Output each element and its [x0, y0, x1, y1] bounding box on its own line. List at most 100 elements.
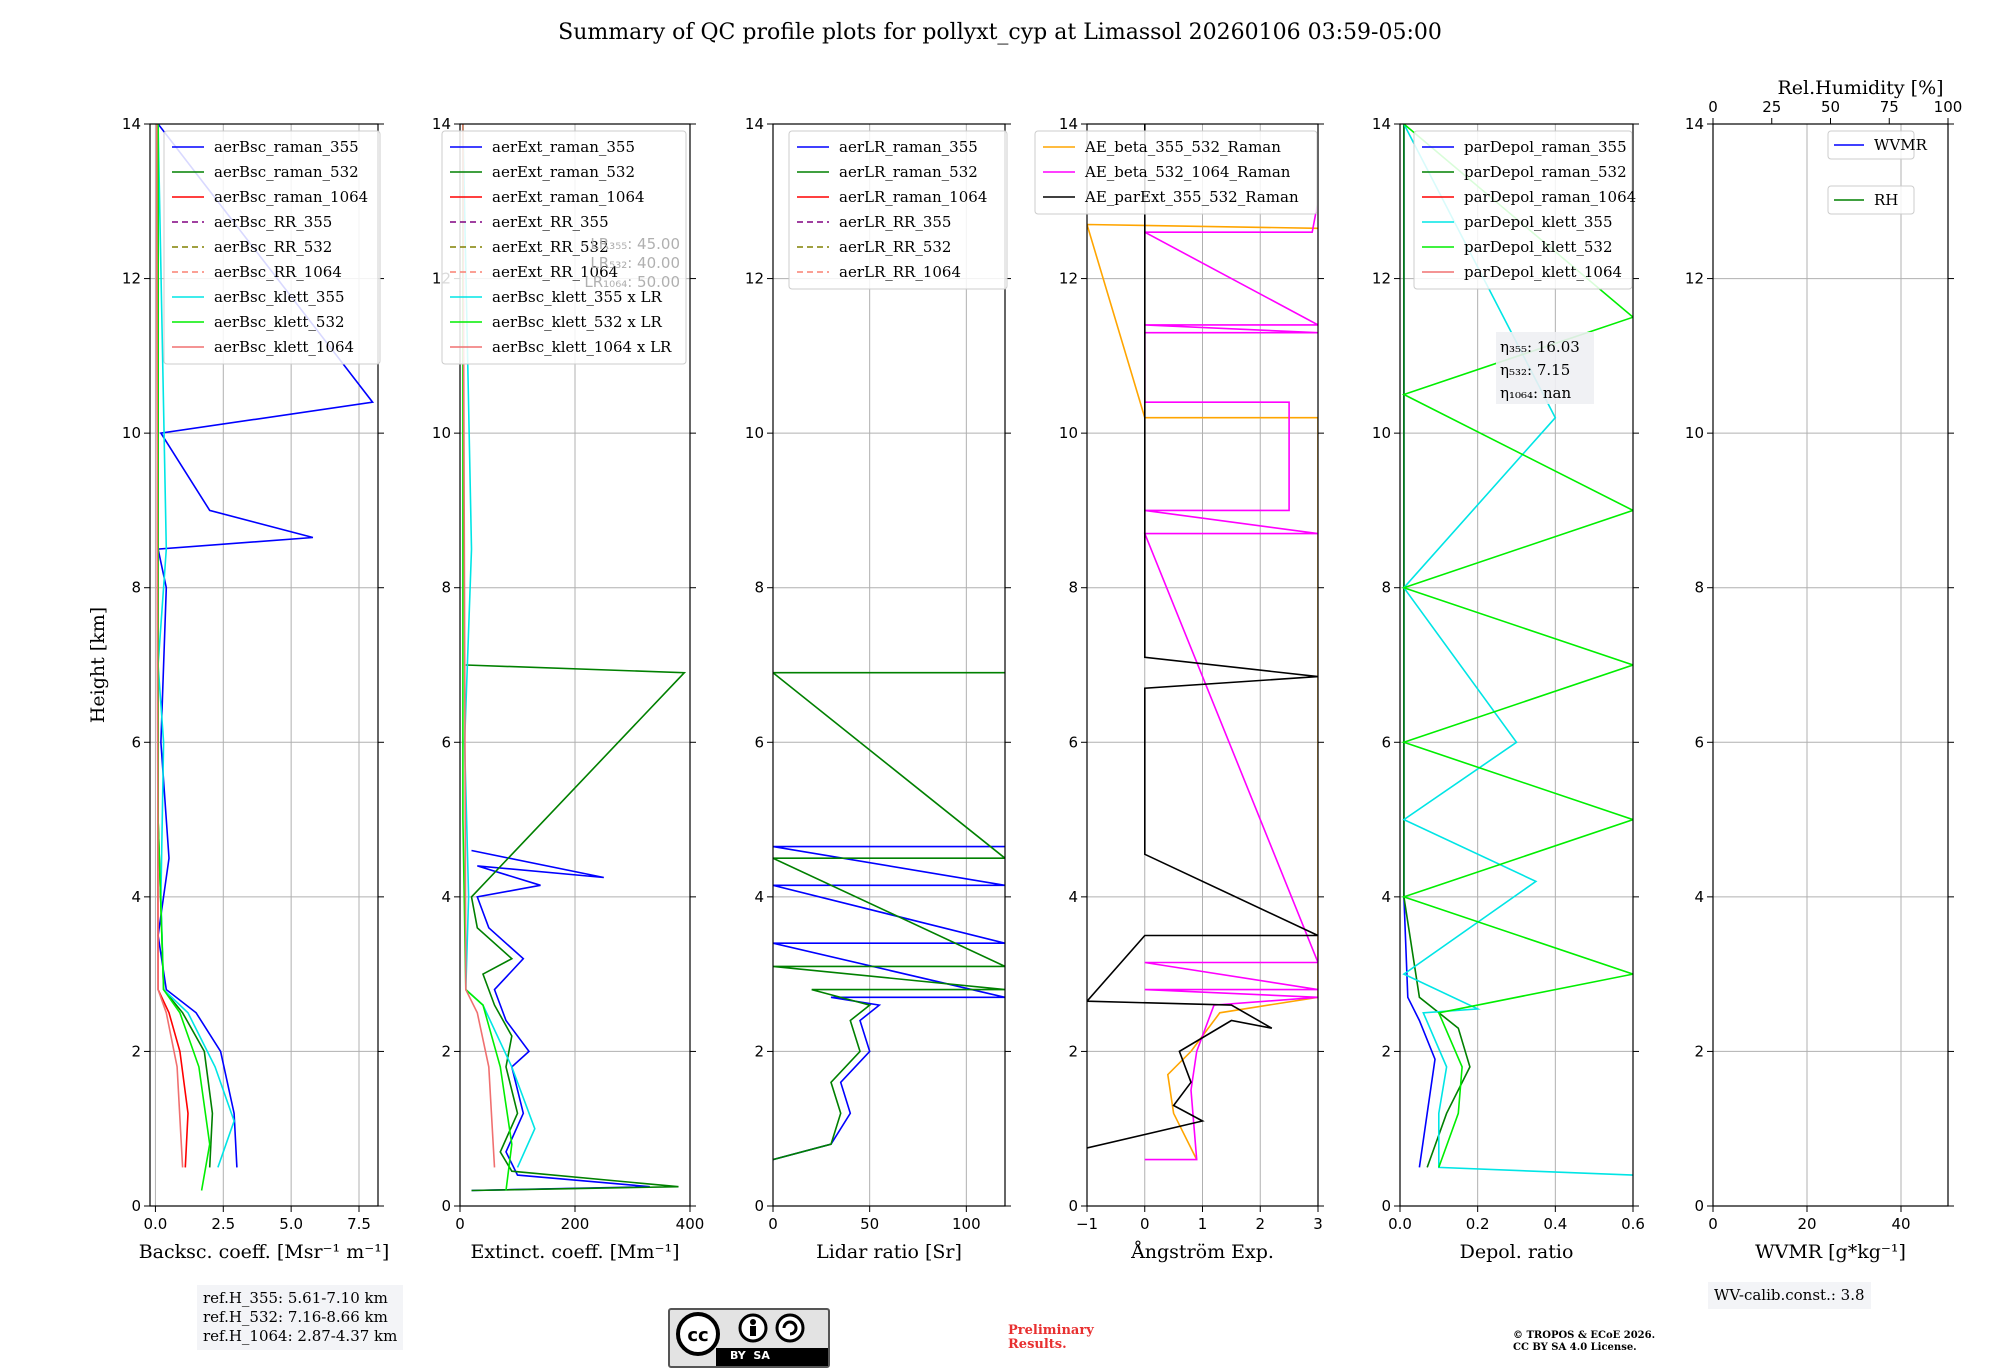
- x-tick-label: 100: [952, 1215, 981, 1233]
- series-line-aerbsc-raman-355: [157, 124, 375, 1168]
- series-line-ae-beta-532-1064-raman: [1143, 201, 1318, 1161]
- legend-entry: aerLR_RR_532: [839, 238, 951, 256]
- x-tick-label: 20: [1797, 1215, 1816, 1233]
- legend-entry: parDepol_klett_1064: [1464, 263, 1622, 281]
- x-tick-label: 2: [1255, 1215, 1265, 1233]
- y-tick-label: 4: [441, 888, 451, 906]
- legend-entry: AE_beta_532_1064_Raman: [1084, 163, 1291, 181]
- preliminary-note: Preliminary Results.: [1008, 1323, 1094, 1352]
- legend-entry: aerBsc_klett_532: [214, 313, 345, 331]
- y-tick-label: 4: [131, 888, 141, 906]
- y-tick-label: 14: [122, 115, 141, 133]
- y-tick-label: 8: [131, 579, 141, 597]
- y-tick-label: 10: [1059, 424, 1078, 442]
- y-tick-label: 8: [754, 579, 764, 597]
- legend-entry: aerLR_raman_532: [839, 163, 978, 181]
- eta-annotation: η₁₀₆₄: nan: [1500, 384, 1571, 402]
- x-tick-label: 0.0: [1388, 1215, 1412, 1233]
- y-tick-label: 0: [441, 1197, 451, 1215]
- y-tick-label: 0: [1068, 1197, 1078, 1215]
- series-line-aerbsc-klett-1064: [156, 124, 184, 1168]
- axes-frame: [149, 123, 379, 1207]
- y-tick-label: 2: [1694, 1042, 1704, 1060]
- series-group: [156, 124, 375, 1191]
- eta-box: [1496, 332, 1594, 404]
- lr-annotation: LR₃₅₅: 45.00: [590, 235, 680, 253]
- legend-entry: AE_parExt_355_532_Raman: [1084, 188, 1299, 206]
- legend-entry: WVMR: [1874, 136, 1928, 154]
- y-tick-label: 12: [1685, 270, 1704, 288]
- legend: aerExt_raman_355 aerExt_raman_532 aerExt_r…: [441, 130, 687, 365]
- x-tick-label: 1: [1198, 1215, 1208, 1233]
- legend-entry: aerBsc_raman_1064: [214, 188, 368, 206]
- copyright-note: © TROPOS & ECoE 2026. CC BY SA 4.0 Licen…: [1513, 1330, 1656, 1353]
- series-line-ae-beta-355-532-raman: [1087, 223, 1318, 1160]
- y-tick-label: 10: [745, 424, 764, 442]
- y-tick-label: 4: [1694, 888, 1704, 906]
- legend-box: [1827, 130, 1915, 160]
- x-tick-label: 40: [1891, 1215, 1910, 1233]
- panel-3: 0 2 4 6 8 10 12 14 0 50 100 Lidar ratio [Sr] aerLR_r…: [745, 115, 1011, 1263]
- y-tick-label: 14: [745, 115, 764, 133]
- legend-entry: AE_beta_355_532_Raman: [1084, 138, 1281, 156]
- ref-height-532: ref.H_532: 7.16-8.66 km: [203, 1308, 388, 1326]
- cc-license-logo: cc BY SA: [668, 1308, 830, 1368]
- y-tick-label: 6: [131, 733, 141, 751]
- legend-box: [1034, 130, 1318, 215]
- panel-5: 0 2 4 6 8 10 12 14 0.0 0.2 0.4 0.6 Depol. ratio parDe…: [1372, 115, 1645, 1263]
- x-tick-label: 0.0: [143, 1215, 167, 1233]
- legend-entry: aerBsc_RR_355: [214, 213, 332, 231]
- legend-entry: aerExt_raman_532: [492, 163, 635, 181]
- legend-box: [1827, 185, 1915, 215]
- legend-entry: aerBsc_RR_1064: [214, 263, 342, 281]
- x-tick-label: 200: [561, 1215, 590, 1233]
- y-tick-label: 8: [1068, 579, 1078, 597]
- y-tick-label: 10: [1685, 424, 1704, 442]
- figure-title: Summary of QC profile plots for pollyxt_…: [558, 20, 1442, 45]
- legend: parDepol_raman_355 parDepol_raman_532 parD…: [1413, 130, 1636, 290]
- y-tick-label: 2: [1381, 1042, 1391, 1060]
- x-tick-label: 0: [1140, 1215, 1150, 1233]
- y-tick-label: 6: [754, 733, 764, 751]
- legend-entry: parDepol_raman_532: [1464, 163, 1627, 181]
- x-tick-label: 0.6: [1621, 1215, 1645, 1233]
- y-tick-label: 0: [131, 1197, 141, 1215]
- x2-tick-label: 0: [1708, 98, 1718, 116]
- y-tick-label: 8: [441, 579, 451, 597]
- y-tick-label: 12: [1372, 270, 1391, 288]
- legend-entry: aerBsc_klett_532 x LR: [492, 313, 663, 331]
- x-tick-label: 0.4: [1543, 1215, 1567, 1233]
- legend-entry: aerLR_raman_355: [839, 138, 978, 156]
- ref-height-355: ref.H_355: 5.61-7.10 km: [203, 1289, 388, 1307]
- y-tick-label: 14: [1685, 115, 1704, 133]
- legend-entry: parDepol_klett_355: [1464, 213, 1613, 231]
- legend-entry: aerExt_raman_1064: [492, 188, 645, 206]
- y-tick-label: 2: [441, 1042, 451, 1060]
- x-axis-label: Extinct. coeff. [Mm⁻¹]: [470, 1241, 679, 1263]
- legend-entry: aerBsc_klett_1064: [214, 338, 354, 356]
- series-line-aerbsc-klett-1064-x-lr: [462, 124, 496, 1168]
- legend: AE_beta_355_532_Raman AE_beta_532_1064_Ra…: [1034, 130, 1318, 215]
- legend-box: [441, 130, 687, 365]
- x2-axis-label: Rel.Humidity [%]: [1777, 77, 1943, 99]
- x-tick-label: −1: [1076, 1215, 1098, 1233]
- lr-annotation: LR₁₀₆₄: 50.00: [584, 273, 680, 291]
- y-tick-label: 4: [1068, 888, 1078, 906]
- series-line-aerlr-raman-532: [773, 671, 1005, 1161]
- y-tick-label: 14: [432, 115, 451, 133]
- legend-entry: parDepol_raman_1064: [1464, 188, 1636, 206]
- legend-entry: aerExt_RR_532: [492, 238, 609, 256]
- x2-tick-label: 50: [1821, 98, 1840, 116]
- legend-entry: aerBsc_klett_1064 x LR: [492, 338, 672, 356]
- lr-annotation: LR₅₃₂: 40.00: [590, 254, 680, 272]
- y-tick-label: 2: [754, 1042, 764, 1060]
- y-tick-label: 12: [745, 270, 764, 288]
- axes-frame: [1399, 123, 1634, 1207]
- x-tick-label: 7.5: [347, 1215, 371, 1233]
- x-axis-label: WVMR [g*kg⁻¹]: [1755, 1241, 1906, 1263]
- series-line-aerext-raman-532: [465, 664, 687, 1192]
- y-tick-label: 6: [1381, 733, 1391, 751]
- x-tick-label: 0.2: [1466, 1215, 1490, 1233]
